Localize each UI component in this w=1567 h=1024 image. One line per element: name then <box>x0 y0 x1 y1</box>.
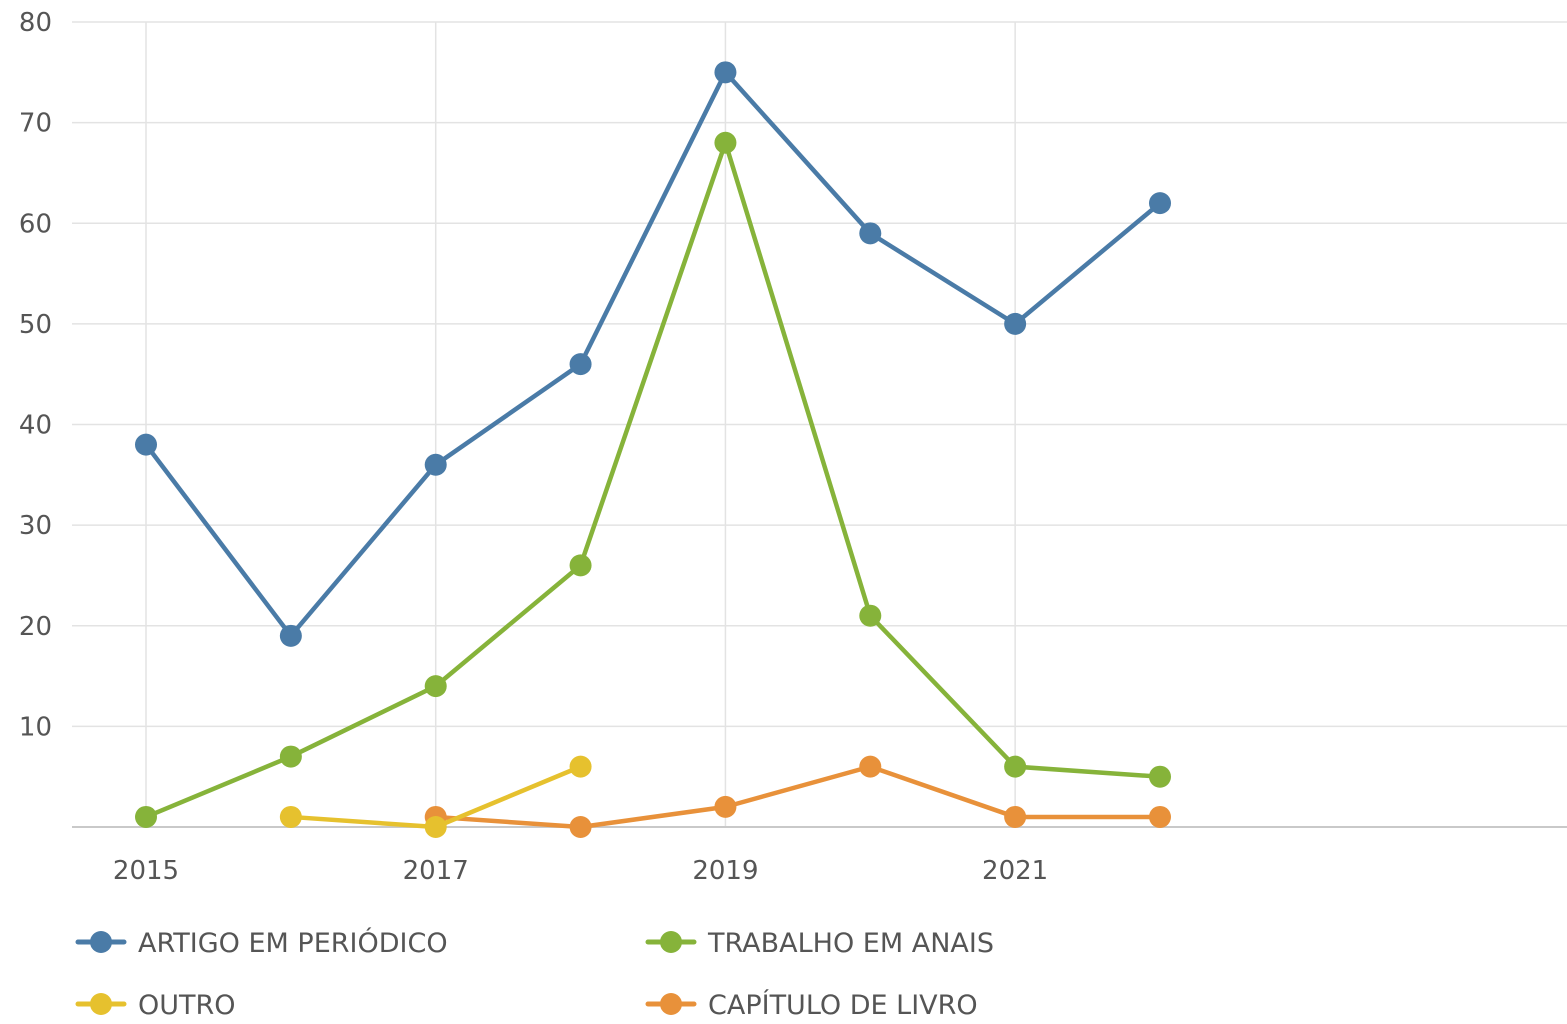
x-tick-label: 2015 <box>113 856 179 886</box>
data-point <box>859 604 882 627</box>
y-tick-label: 20 <box>19 612 52 642</box>
data-point <box>1004 805 1027 828</box>
legend-item: OUTRO <box>75 990 236 1021</box>
data-point <box>279 624 302 647</box>
data-point <box>714 131 737 154</box>
y-tick-label: 70 <box>19 109 52 139</box>
legend-swatch-marker <box>90 931 112 953</box>
data-point <box>424 453 447 476</box>
data-point <box>135 433 157 456</box>
legend-swatch-marker <box>90 993 112 1015</box>
y-tick-label: 50 <box>19 310 52 340</box>
y-axis-ticks: 10 20 30 40 50 60 70 80 <box>19 8 52 742</box>
legend-label: CAPÍTULO DE LIVRO <box>708 989 978 1021</box>
legend-item: CAPÍTULO DE LIVRO <box>645 989 978 1021</box>
legend-item: TRABALHO EM ANAIS <box>645 928 994 959</box>
series-group <box>135 61 1171 838</box>
data-point <box>569 816 592 838</box>
legend-label: OUTRO <box>138 990 236 1021</box>
series-1 <box>135 131 1171 828</box>
series-line <box>143 70 1163 639</box>
data-point <box>1149 192 1171 215</box>
y-tick-label: 10 <box>19 712 52 742</box>
data-point <box>279 805 302 828</box>
data-point <box>424 816 447 838</box>
y-tick-label: 80 <box>19 8 52 38</box>
series-line <box>143 140 1163 820</box>
y-tick-label: 40 <box>19 411 52 441</box>
x-tick-label: 2019 <box>692 856 758 886</box>
data-point <box>859 755 882 778</box>
legend-item: ARTIGO EM PERIÓDICO <box>75 927 448 959</box>
data-point <box>569 554 592 577</box>
y-tick-label: 60 <box>19 209 52 239</box>
x-tick-label: 2021 <box>982 856 1048 886</box>
legend-label: TRABALHO EM ANAIS <box>707 928 994 959</box>
data-point <box>714 61 737 84</box>
data-point <box>859 222 882 245</box>
data-point <box>569 353 592 376</box>
data-point <box>1004 755 1027 778</box>
data-point <box>569 755 592 778</box>
legend-swatch-marker <box>660 993 682 1015</box>
data-point <box>714 795 737 818</box>
data-point <box>1149 765 1171 788</box>
grid-lines <box>72 21 1567 827</box>
data-point <box>424 675 447 698</box>
series-line <box>433 764 1163 830</box>
x-axis-ticks: 2015 2017 2019 2021 <box>113 856 1048 886</box>
y-tick-label: 30 <box>19 511 52 541</box>
data-point <box>1149 805 1171 828</box>
legend: ARTIGO EM PERIÓDICO TRABALHO EM ANAIS OUTR… <box>75 927 994 1021</box>
series-2 <box>279 755 592 838</box>
data-point <box>135 805 157 828</box>
series-0 <box>135 61 1171 647</box>
data-point <box>279 745 302 768</box>
series-3 <box>424 755 1171 838</box>
data-point <box>1004 312 1027 335</box>
x-tick-label: 2017 <box>403 856 469 886</box>
legend-swatch-marker <box>660 931 682 953</box>
legend-label: ARTIGO EM PERIÓDICO <box>138 927 448 959</box>
